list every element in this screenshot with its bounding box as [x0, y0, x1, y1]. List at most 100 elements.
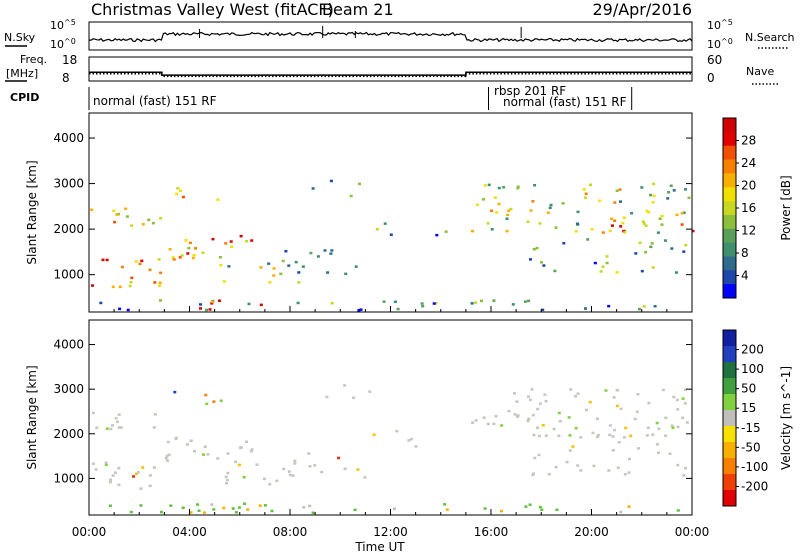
velocity-cell [224, 475, 228, 479]
freq-label-line1: Freq. [20, 53, 47, 66]
power-cell [158, 284, 162, 287]
velocity-cell [293, 459, 297, 463]
power-cell [490, 228, 494, 231]
velocity-colorbar-label-5: -50 [741, 440, 761, 454]
velocity-cell [216, 457, 220, 460]
power-cell [613, 201, 617, 204]
velocity-cell [554, 465, 558, 469]
power-cell [272, 267, 276, 270]
power-cell [535, 246, 539, 250]
power-cell [672, 189, 676, 192]
velocity-cell [507, 409, 511, 413]
power-cell [524, 300, 527, 303]
power-cell [118, 307, 122, 311]
velocity-cell [676, 463, 680, 467]
velocity-cell [591, 431, 595, 435]
power-ytick-label-1: 2000 [53, 222, 84, 236]
velocity-cell [670, 424, 674, 427]
velocity-cell [136, 471, 140, 474]
power-ytick-label-0: 1000 [53, 268, 84, 282]
power-cell [684, 188, 687, 191]
velocity-cell [624, 426, 628, 430]
velocity-cell [186, 443, 189, 446]
power-cell [670, 247, 674, 250]
power-cell [640, 186, 644, 189]
power-cell [474, 301, 478, 304]
power-cell [130, 276, 134, 280]
power-cell [495, 211, 499, 214]
power-ytick-label-3: 4000 [53, 131, 84, 145]
velocity-colorbar-label-6: -100 [741, 460, 768, 474]
power-cell [389, 233, 393, 236]
power-cell [375, 228, 379, 231]
power-cell [638, 241, 642, 245]
velocity-cell [243, 502, 246, 505]
velocity-cell [104, 463, 108, 466]
velocity-cell [596, 433, 600, 437]
velocity-cell [302, 506, 306, 509]
velocity-cell [528, 503, 532, 506]
velocity-cell [443, 503, 447, 506]
velocity-cell [325, 395, 329, 399]
power-cell [471, 229, 474, 233]
power-cell [538, 222, 542, 225]
freq-panel-frame [88, 56, 693, 82]
power-colorbar-label-0: 28 [741, 134, 756, 148]
velocity-cell [212, 400, 216, 403]
velocity-cell [114, 416, 118, 420]
velocity-cell [114, 471, 117, 474]
velocity-cell [262, 477, 266, 481]
power-cell [323, 249, 327, 252]
power-cell [490, 209, 493, 212]
velocity-ytick-label-3: 4000 [53, 338, 84, 352]
power-cell [205, 308, 208, 312]
velocity-cell [588, 400, 592, 404]
power-cell [621, 221, 625, 225]
velocity-cell [608, 424, 612, 427]
velocity-cell [407, 439, 411, 442]
velocity-cell [263, 504, 267, 507]
nsearch-label: N.Search [745, 31, 795, 44]
chart-title: Christmas Valley West (fitACF) [91, 0, 334, 19]
power-cell [358, 182, 361, 186]
power-colorbar-band-2 [723, 145, 736, 161]
velocity-cell [571, 445, 575, 448]
velocity-cell [189, 511, 193, 514]
velocity-cell [622, 436, 626, 439]
date-label: 29/Apr/2016 [592, 0, 692, 19]
power-cell [444, 230, 448, 233]
velocity-cell [682, 474, 686, 477]
velocity-cell [250, 448, 254, 451]
velocity-cell [627, 505, 631, 508]
xtick-label-2: 08:00 [273, 525, 308, 539]
velocity-cell [664, 434, 668, 437]
beam-label: Beam 21 [322, 0, 394, 19]
velocity-cell [524, 505, 528, 508]
power-cell [259, 266, 263, 269]
velocity-cell [540, 508, 544, 511]
power-cell [492, 299, 496, 302]
velocity-cell [574, 395, 578, 398]
velocity-cell [356, 468, 360, 471]
power-cell [176, 187, 180, 190]
power-cell [574, 230, 578, 233]
velocity-cell [567, 416, 571, 419]
velocity-cell [608, 433, 612, 437]
velocity-cell [237, 463, 241, 467]
power-cell [666, 197, 670, 200]
velocity-cell [619, 407, 623, 411]
velocity-cell [94, 468, 98, 471]
power-cell [529, 209, 533, 212]
velocity-colorbar-band-2 [723, 362, 736, 379]
velocity-cell [205, 402, 209, 406]
power-cell [682, 250, 686, 253]
power-colorbar-band-9 [723, 242, 736, 257]
velocity-cell [474, 419, 478, 422]
velocity-cell [526, 419, 530, 423]
power-cell [284, 250, 288, 253]
power-cell [227, 265, 231, 268]
power-colorbar-band-1 [723, 131, 736, 147]
power-cell [113, 220, 117, 224]
power-cell [561, 202, 565, 205]
power-cell [622, 216, 626, 219]
